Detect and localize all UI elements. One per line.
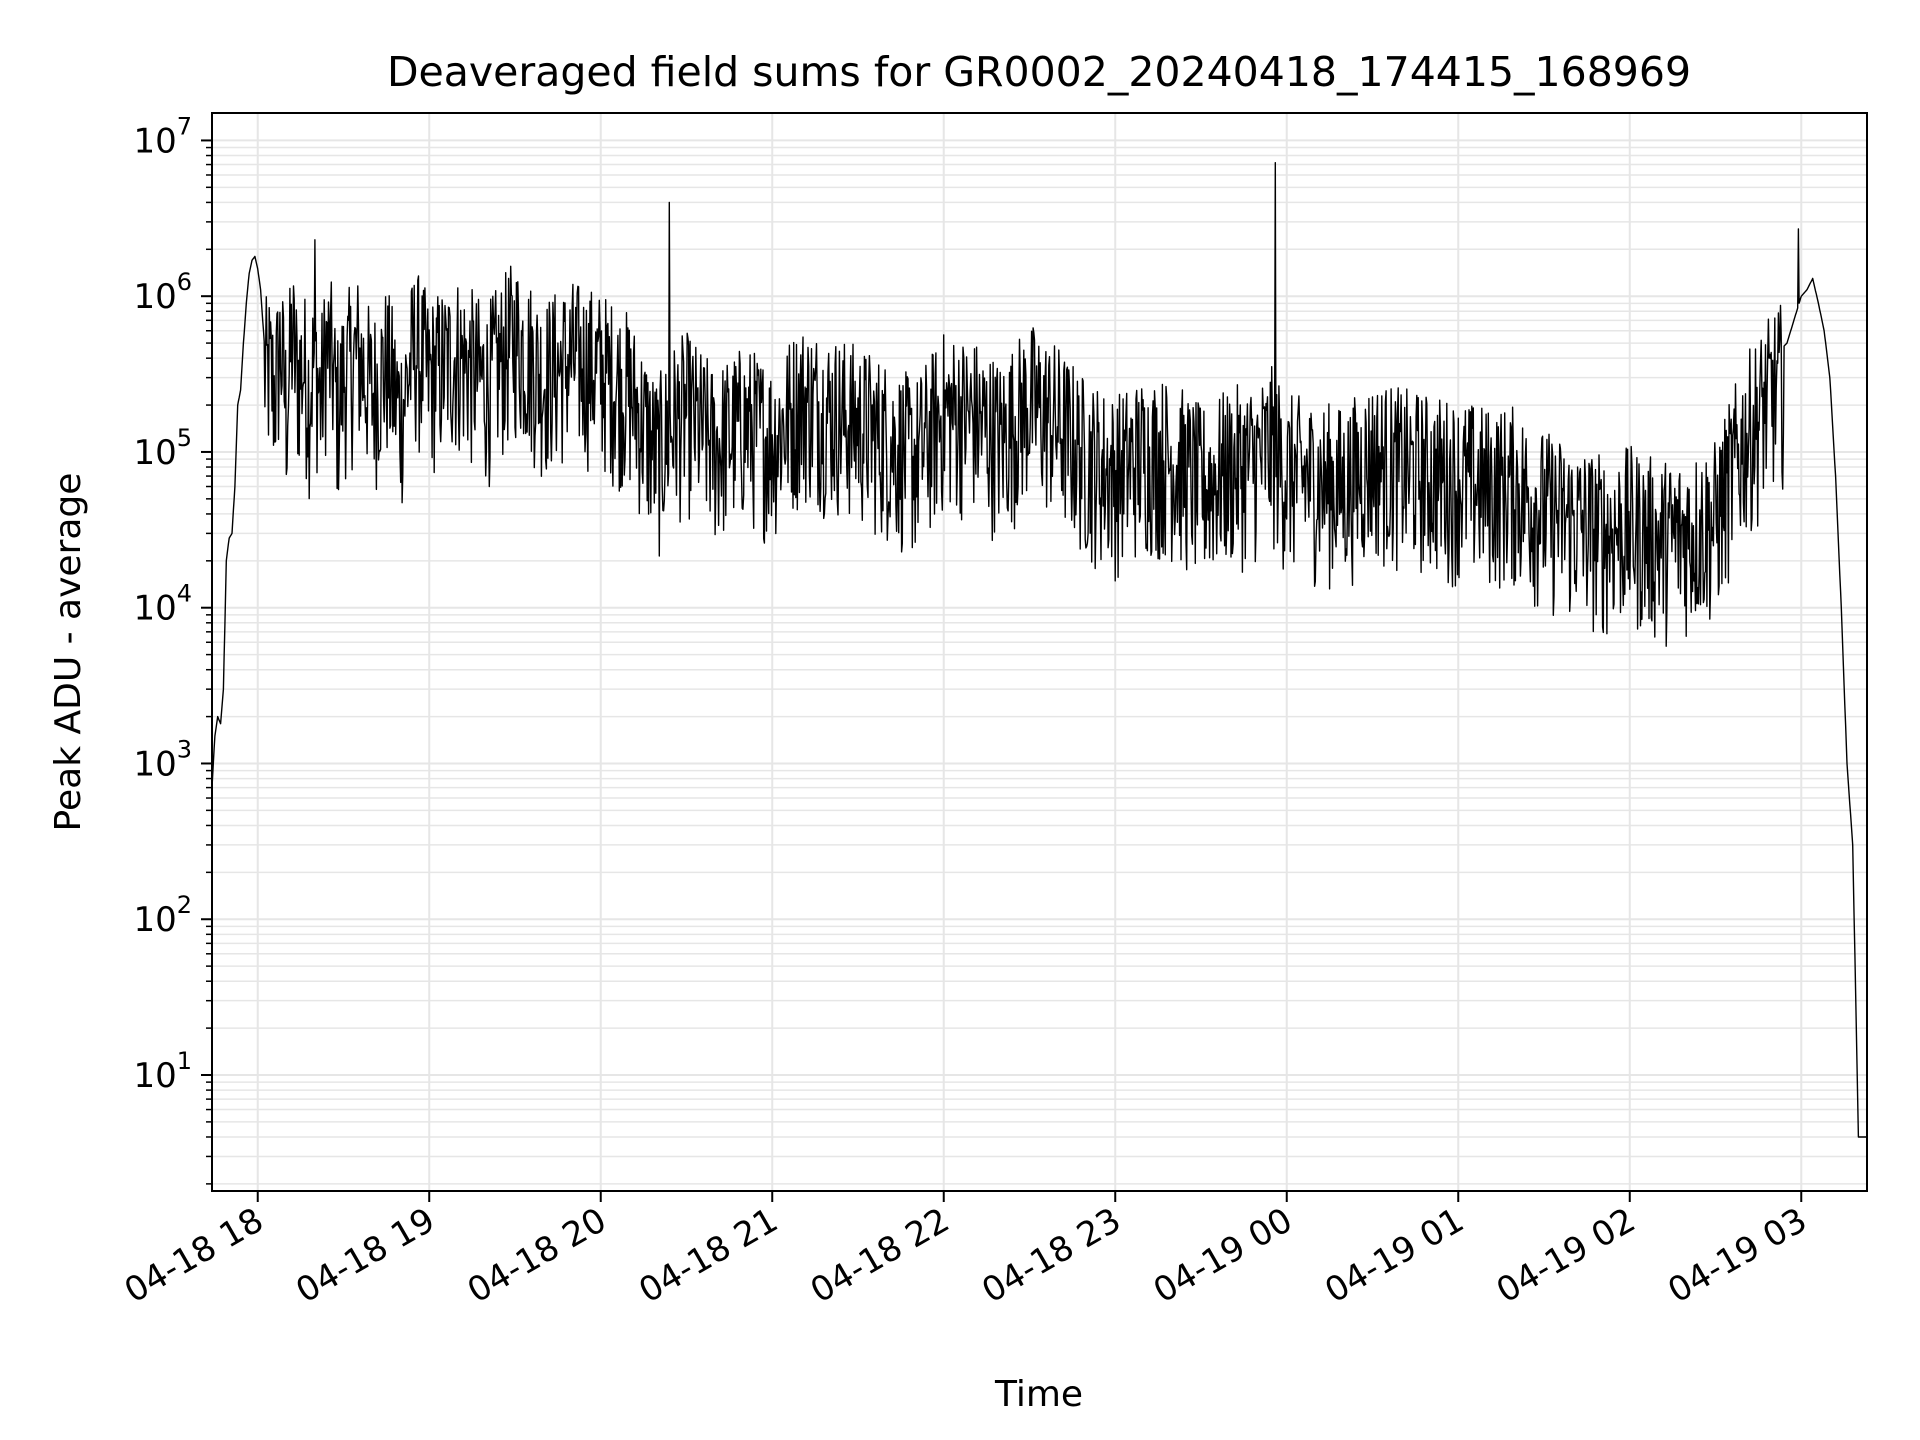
y-tick-label: 105 [133,424,192,473]
y-tick-label: 101 [133,1047,192,1096]
y-tick-label: 106 [133,268,192,317]
x-axis-label: Time [994,1374,1083,1415]
y-axis-ticks: 101 102 103 104 105 106 107 [133,112,212,1185]
plot-frame [211,112,1868,1192]
y-tick-label: 107 [133,112,192,161]
series-line [211,162,1867,1138]
y-axis-label: Peak ADU - average [48,473,89,832]
y-tick-label: 103 [133,735,192,784]
y-tick-label: 104 [133,580,192,629]
y-tick-label: 102 [133,891,192,940]
series-line-group [211,162,1867,1138]
chart-title: Deaveraged field sums for GR0002_2024041… [387,48,1691,96]
major-gridlines [212,113,1867,1191]
